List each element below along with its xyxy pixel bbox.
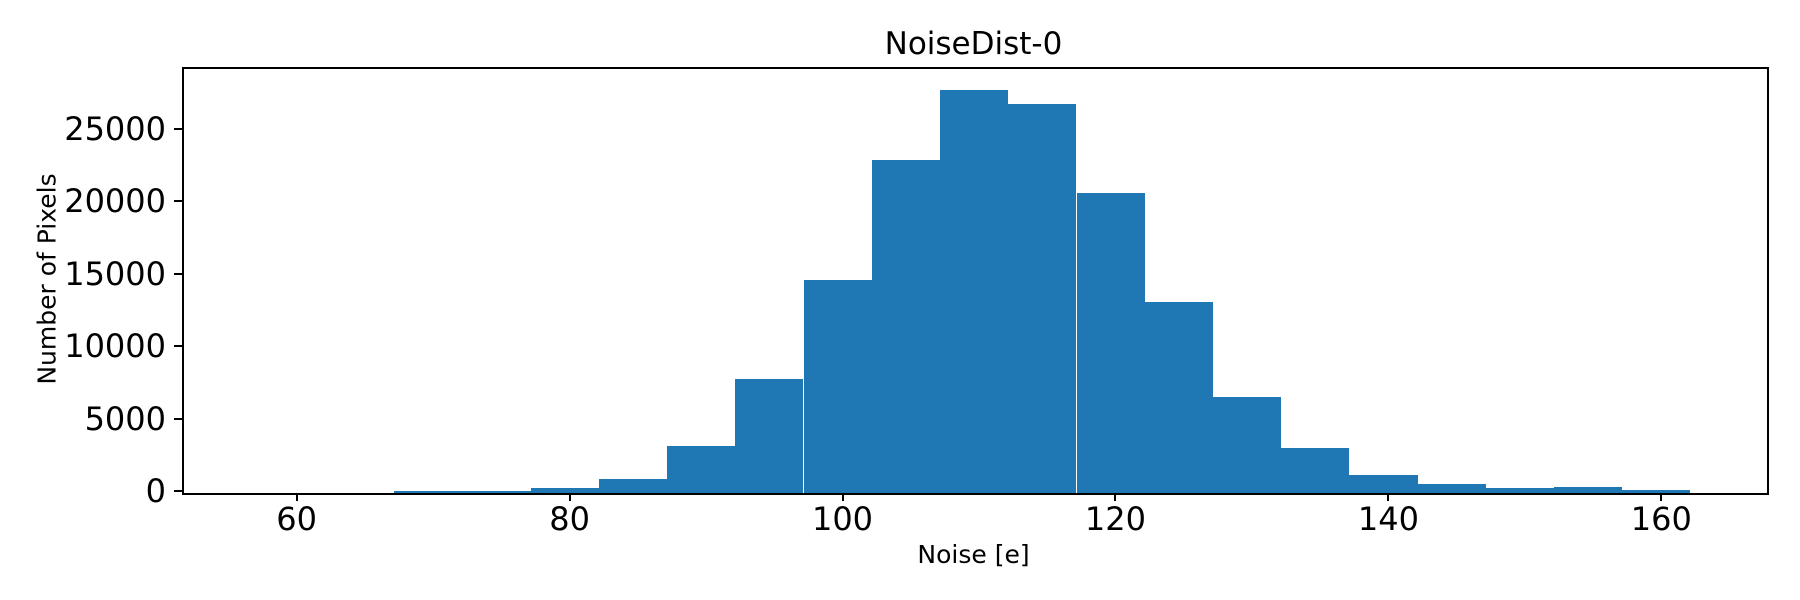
histogram-bar — [1213, 397, 1282, 493]
x-tick-mark — [1114, 493, 1117, 501]
histogram-bar — [1622, 489, 1691, 493]
y-tick-label: 25000 — [64, 110, 166, 148]
x-tick-mark — [1387, 493, 1390, 501]
histogram-bar — [667, 445, 736, 493]
y-tick-label: 10000 — [64, 327, 166, 366]
histogram-bar — [940, 90, 1009, 493]
x-tick-label: 140 — [1357, 500, 1419, 538]
histogram-bar — [530, 488, 599, 493]
histogram-bar — [598, 478, 668, 493]
x-axis-label: Noise [e] — [917, 540, 1030, 569]
plot-area — [182, 67, 1769, 495]
histogram-bar — [1554, 487, 1623, 493]
y-tick-mark — [174, 345, 182, 348]
y-tick-label: 0 — [145, 472, 166, 510]
histogram-bars — [184, 69, 1767, 493]
histogram-bar — [871, 159, 940, 493]
x-tick-label: 80 — [549, 500, 590, 538]
y-tick-mark — [174, 200, 182, 203]
histogram-bar — [462, 490, 531, 493]
x-tick-mark — [295, 493, 298, 501]
chart-title: NoiseDist-0 — [884, 26, 1063, 62]
histogram-bar — [1008, 103, 1077, 493]
histogram-bar — [1485, 487, 1555, 493]
y-tick-label: 15000 — [64, 254, 166, 293]
histogram-bar — [735, 378, 804, 493]
y-tick-mark — [174, 417, 182, 420]
y-tick-mark — [174, 490, 182, 492]
x-tick-label: 160 — [1630, 500, 1692, 538]
x-tick-mark — [841, 493, 844, 501]
histogram-bar — [1281, 448, 1350, 493]
y-tick-label: 5000 — [84, 399, 166, 438]
histogram-bar — [1417, 484, 1486, 493]
y-tick-mark — [174, 128, 182, 130]
y-axis-label: Number of Pixels — [32, 173, 62, 385]
histogram-bar — [1349, 474, 1418, 493]
x-tick-label: 120 — [1084, 500, 1146, 538]
x-tick-label: 60 — [276, 500, 317, 538]
x-tick-label: 100 — [811, 500, 874, 538]
y-tick-mark — [174, 272, 182, 275]
histogram-bar — [1076, 193, 1145, 493]
histogram-bar — [394, 491, 463, 493]
histogram-bar — [1144, 301, 1213, 493]
histogram-bar — [803, 280, 872, 493]
x-tick-mark — [1660, 493, 1663, 501]
x-tick-mark — [568, 493, 571, 501]
y-tick-label: 20000 — [64, 182, 166, 221]
